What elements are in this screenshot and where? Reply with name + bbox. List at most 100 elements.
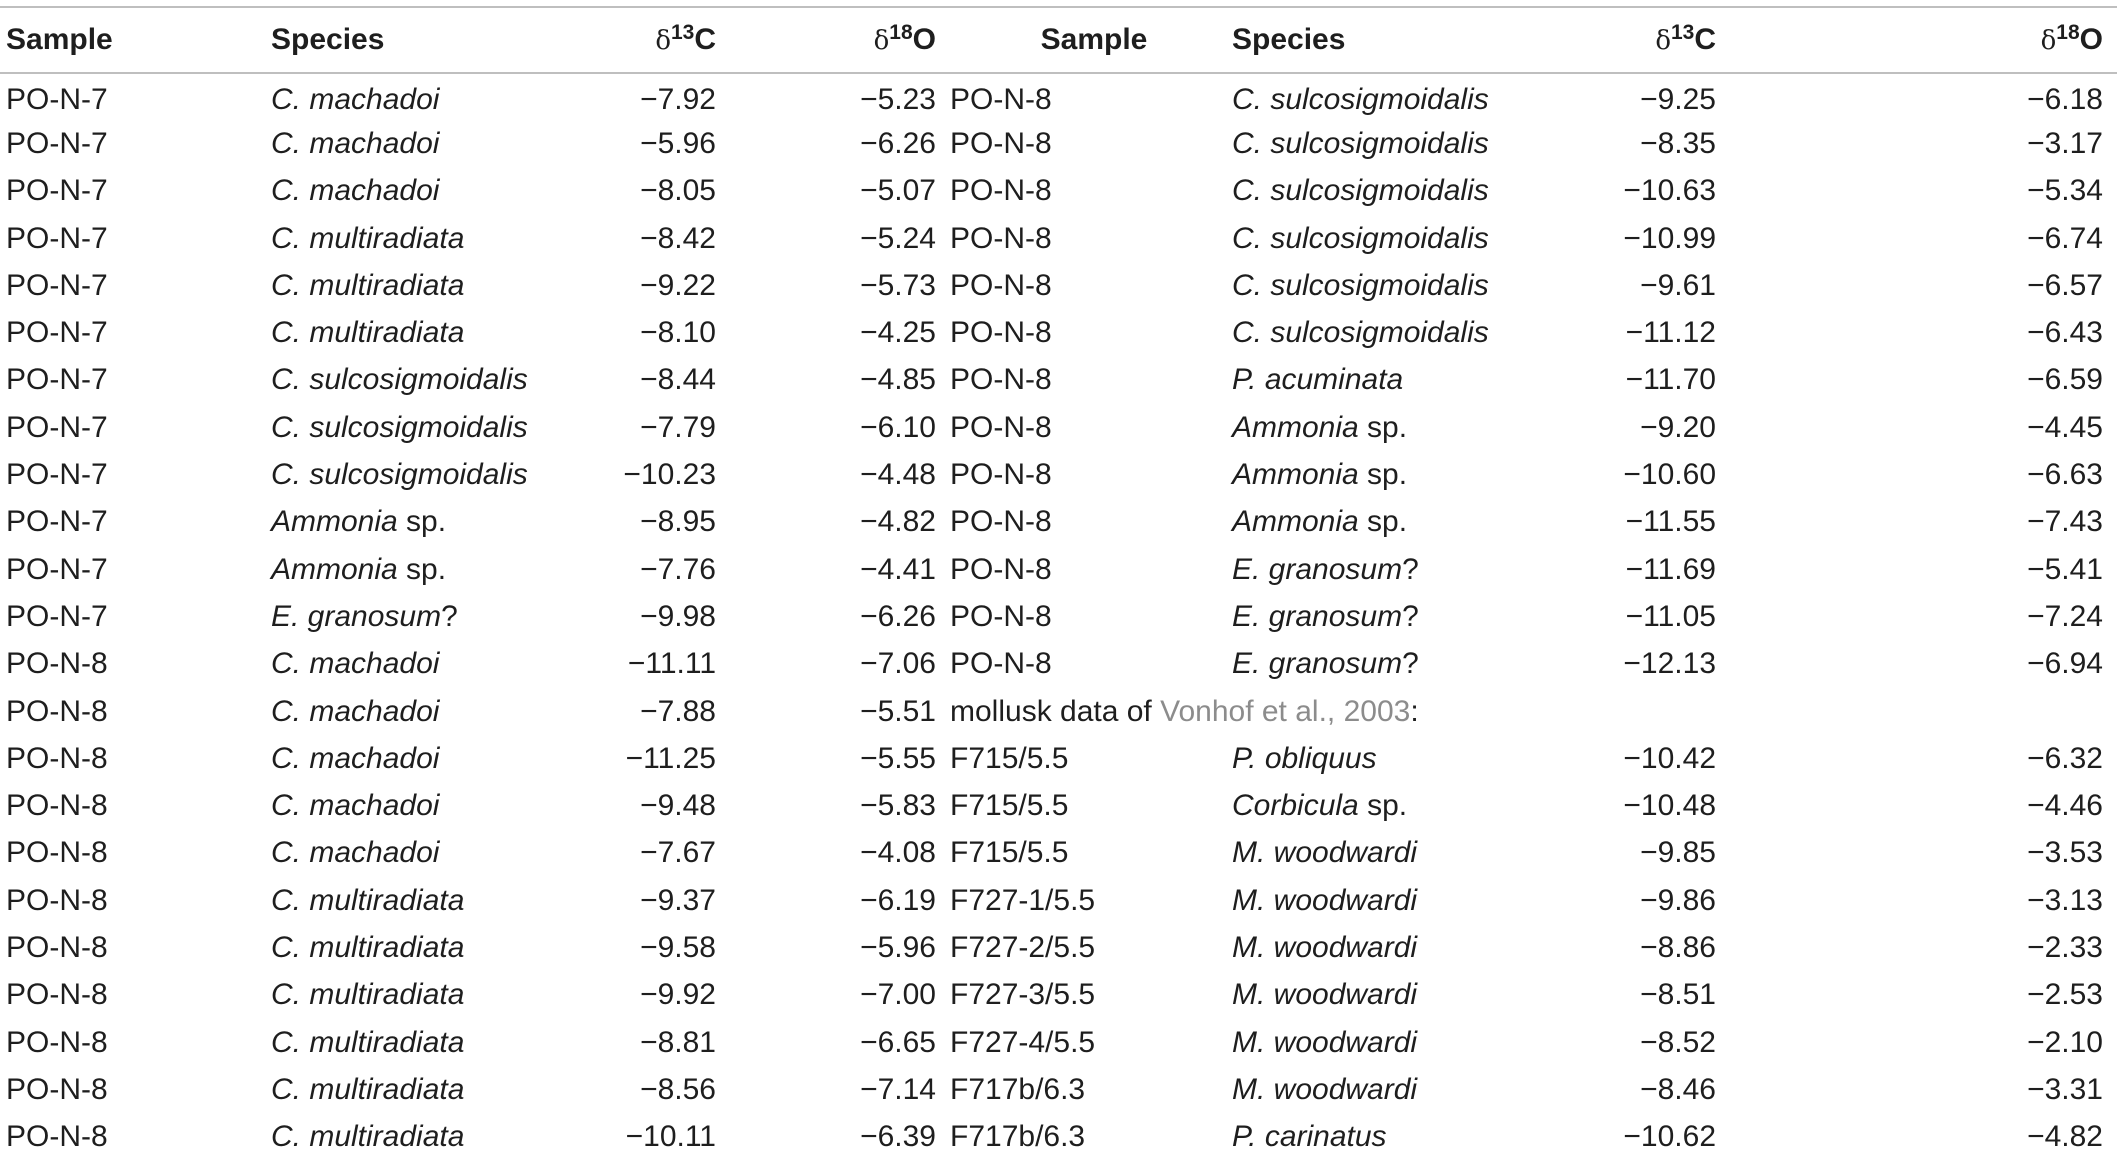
species-suffix: sp. bbox=[397, 552, 447, 586]
d13c-cell-2: −11.70 bbox=[1625, 363, 1716, 397]
species-name: E. granosum bbox=[1232, 552, 1403, 586]
d18o-cell: −5.24 bbox=[860, 221, 936, 255]
d13c-cell: −7.79 bbox=[640, 410, 716, 444]
d18o-cell-2: −2.33 bbox=[2027, 930, 2103, 964]
d13c-cell: −8.44 bbox=[640, 363, 716, 397]
sample-cell: PO-N-8 bbox=[6, 1120, 108, 1154]
species-cell-2: C. sulcosigmoidalis bbox=[1232, 73, 1590, 120]
sample-cell: PO-N-7 bbox=[6, 505, 108, 539]
table-row: PO-N-7 C. sulcosigmoidalis −10.23 −4.48 PO-N… bbox=[0, 451, 2117, 498]
table-row: PO-N-7 Ammonia sp. −7.76 −4.41 PO-N-8 E. gran… bbox=[0, 546, 2117, 593]
sample-cell: PO-N-7 bbox=[6, 363, 108, 397]
species-name: C. multiradiata bbox=[271, 930, 465, 964]
header-sample: Sample bbox=[6, 23, 113, 56]
species-cell-2: Ammonia sp. bbox=[1232, 499, 1590, 546]
species-name: E. granosum bbox=[271, 599, 442, 633]
species-name: C. sulcosigmoidalis bbox=[1232, 174, 1489, 208]
species-cell: C. multiradiata bbox=[265, 924, 590, 971]
sample-cell: PO-N-8 bbox=[6, 836, 108, 870]
d13c-cell-2: −10.62 bbox=[1623, 1120, 1716, 1154]
d18o-cell-2: −2.10 bbox=[2027, 1025, 2103, 1059]
d13c-cell: −7.92 bbox=[640, 83, 716, 117]
table-header: Sample Species δ13C δ18O Sample Species … bbox=[0, 7, 2117, 73]
isotope-mass: 18 bbox=[889, 21, 913, 44]
species-cell: C. multiradiata bbox=[265, 972, 590, 1019]
d13c-cell-2: −8.35 bbox=[1640, 126, 1716, 160]
delta-symbol: δ bbox=[2040, 26, 2057, 56]
table-row: PO-N-7 C. multiradiata −9.22 −5.73 PO-N-8 C. … bbox=[0, 262, 2117, 309]
d18o-cell-2: −6.63 bbox=[2027, 458, 2103, 492]
table-row: PO-N-8 C. multiradiata −10.11 −6.39 F717b/6.… bbox=[0, 1114, 2117, 1161]
species-cell: C. machadoi bbox=[265, 830, 590, 877]
species-name: M. woodwardi bbox=[1232, 1072, 1418, 1106]
species-suffix: sp. bbox=[1358, 458, 1408, 492]
sample-cell-2: PO-N-8 bbox=[950, 126, 1052, 160]
species-name: C. multiradiata bbox=[271, 1025, 465, 1059]
species-cell-2: C. sulcosigmoidalis bbox=[1232, 215, 1590, 262]
reference-link[interactable]: Vonhof et al., 2003 bbox=[1160, 694, 1411, 728]
species-cell-2: C. sulcosigmoidalis bbox=[1232, 120, 1590, 167]
sample-cell: PO-N-7 bbox=[6, 410, 108, 444]
sample-cell-2: PO-N-8 bbox=[950, 363, 1052, 397]
sample-cell-2: PO-N-8 bbox=[950, 83, 1052, 117]
species-name: C. multiradiata bbox=[271, 883, 465, 917]
species-cell-2: C. sulcosigmoidalis bbox=[1232, 309, 1590, 356]
d18o-cell-2: −6.32 bbox=[2027, 741, 2103, 775]
table-row: PO-N-8 C. multiradiata −9.58 −5.96 F727-2/5.… bbox=[0, 924, 2117, 971]
sample-cell: PO-N-7 bbox=[6, 552, 108, 586]
sample-cell-2: F715/5.5 bbox=[950, 741, 1069, 775]
d18o-cell: −7.14 bbox=[860, 1072, 936, 1106]
species-name: Ammonia bbox=[271, 505, 398, 539]
species-suffix: sp. bbox=[397, 505, 447, 539]
sample-cell: PO-N-8 bbox=[6, 741, 108, 775]
species-cell-2: E. granosum? bbox=[1232, 641, 1590, 688]
species-name: Ammonia bbox=[1232, 458, 1359, 492]
species-name: C. sulcosigmoidalis bbox=[271, 410, 528, 444]
species-cell: C. machadoi bbox=[265, 168, 590, 215]
d13c-cell: −9.22 bbox=[640, 268, 716, 302]
sample-cell-2: F727-1/5.5 bbox=[950, 883, 1096, 917]
species-name: C. multiradiata bbox=[271, 1120, 465, 1154]
note-prefix: mollusk data of bbox=[950, 694, 1161, 728]
table-row: PO-N-7 C. sulcosigmoidalis −7.79 −6.10 PO-N-… bbox=[0, 404, 2117, 451]
species-cell: C. machadoi bbox=[265, 73, 590, 120]
d18o-cell: −7.06 bbox=[860, 647, 936, 681]
sample-cell-2: F727-4/5.5 bbox=[950, 1025, 1096, 1059]
table-row: PO-N-8 C. machadoi −7.67 −4.08 F715/5.5 M. wo… bbox=[0, 830, 2117, 877]
sample-cell: PO-N-8 bbox=[6, 789, 108, 823]
sample-cell: PO-N-8 bbox=[6, 1025, 108, 1059]
species-suffix: sp. bbox=[1358, 410, 1408, 444]
delta-symbol: δ bbox=[655, 26, 671, 56]
d18o-cell-2: −6.43 bbox=[2027, 316, 2103, 350]
species-name: C. sulcosigmoidalis bbox=[1232, 83, 1489, 117]
table-row: PO-N-8 C. machadoi −7.88 −5.51 mollusk data … bbox=[0, 688, 2117, 735]
header-d18o-2: δ18O bbox=[1730, 7, 2117, 73]
species-name: C. multiradiata bbox=[271, 221, 465, 255]
sample-cell-2: PO-N-8 bbox=[950, 174, 1052, 208]
d13c-cell-2: −11.12 bbox=[1625, 316, 1716, 350]
species-cell-2: Ammonia sp. bbox=[1232, 451, 1590, 498]
table-row: PO-N-7 E. granosum? −9.98 −6.26 PO-N-8 E. gra… bbox=[0, 593, 2117, 640]
d18o-cell-2: −3.13 bbox=[2027, 883, 2103, 917]
species-name: Ammonia bbox=[1232, 505, 1359, 539]
d13c-cell: −9.58 bbox=[640, 930, 716, 964]
species-cell-2: M. woodwardi bbox=[1232, 1019, 1590, 1066]
d18o-cell-2: −4.46 bbox=[2027, 789, 2103, 823]
species-cell: Ammonia sp. bbox=[265, 499, 590, 546]
species-name: C. sulcosigmoidalis bbox=[1232, 268, 1489, 302]
table-row: PO-N-8 C. machadoi −9.48 −5.83 F715/5.5 Corbi… bbox=[0, 782, 2117, 829]
element-symbol: O bbox=[912, 23, 936, 56]
d13c-cell-2: −8.86 bbox=[1640, 930, 1716, 964]
isotope-mass: 13 bbox=[670, 21, 695, 44]
species-cell: C. multiradiata bbox=[265, 309, 590, 356]
species-cell-2: M. woodwardi bbox=[1232, 972, 1590, 1019]
table-row: PO-N-7 C. machadoi −8.05 −5.07 PO-N-8 C. sulc… bbox=[0, 168, 2117, 215]
sample-cell-2: F727-2/5.5 bbox=[950, 930, 1096, 964]
d18o-cell: −6.26 bbox=[860, 126, 936, 160]
species-name: C. sulcosigmoidalis bbox=[271, 458, 528, 492]
sample-cell-2: F715/5.5 bbox=[950, 836, 1069, 870]
d18o-cell: −5.23 bbox=[860, 83, 936, 117]
species-cell-2: M. woodwardi bbox=[1232, 1066, 1590, 1113]
species-cell-2: Ammonia sp. bbox=[1232, 404, 1590, 451]
d13c-cell: −7.76 bbox=[640, 552, 716, 586]
